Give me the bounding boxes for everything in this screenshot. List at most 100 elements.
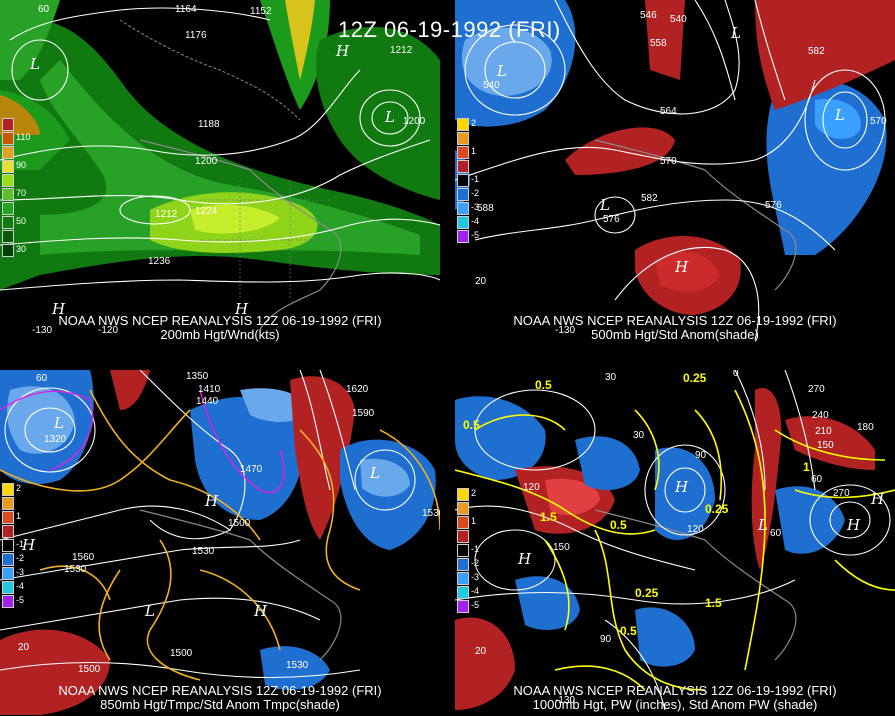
contour-label: 30: [633, 430, 645, 441]
panel-subtitle: 500mb Hgt/Std Anom(shade): [591, 327, 759, 342]
map-1000mb: [455, 370, 895, 715]
anomaly-legend: 2 1 -1 -2 -3 -4 -5: [2, 483, 32, 609]
contour-label: 150: [817, 440, 834, 451]
low-center-label: L: [385, 108, 395, 126]
low-center-label: L: [600, 196, 610, 214]
contour-label: 1410: [198, 384, 221, 395]
contour-label: 1620: [346, 384, 369, 395]
axis-label: 60: [38, 4, 50, 15]
contour-label: 180: [857, 422, 874, 433]
contour-label: 270: [808, 384, 825, 395]
contour-label: 60: [770, 528, 782, 539]
low-center-label: L: [30, 55, 40, 73]
high-center-label: H: [518, 550, 532, 568]
contour-label: 1500: [170, 648, 193, 659]
high-center-label: H: [847, 516, 861, 534]
contour-label: 1530: [286, 660, 309, 671]
contour-label: 120: [687, 524, 704, 535]
panel-caption: NOAA NWS NCEP REANALYSIS 12Z 06-19-1992 …: [513, 683, 837, 698]
high-center-label: H: [675, 478, 689, 496]
high-center-label: H: [22, 536, 36, 554]
map-200mb: [0, 0, 440, 345]
map-850mb: [0, 370, 440, 715]
contour-label: 1212: [390, 45, 413, 56]
contour-label: 1350: [186, 371, 209, 382]
contour-label: 570: [870, 116, 887, 127]
low-center-label: L: [835, 106, 845, 124]
axis-label: -130: [555, 695, 576, 706]
contour-label: 540: [483, 80, 500, 91]
low-center-label: L: [370, 464, 380, 482]
high-center-label: H: [336, 42, 350, 60]
contour-label: 1200: [195, 156, 218, 167]
contour-label: 1560: [72, 552, 95, 563]
panel-subtitle: 200mb Hgt/Wnd(kts): [160, 327, 280, 342]
contour-label: 1440: [196, 396, 219, 407]
low-center-label: L: [758, 516, 768, 534]
contour-label: 1200: [403, 116, 426, 127]
contour-label: 570: [660, 156, 677, 167]
low-center-label: L: [731, 24, 741, 42]
panel-1000mb: 30 0 270 240 210 180 150 120 90 60 30 15…: [455, 370, 895, 715]
axis-label: -130: [32, 325, 53, 336]
high-center-label: H: [52, 300, 66, 318]
pw-label: 0.5: [620, 624, 637, 638]
panel-850mb: 60 1350 1410 1440 1320 1470 1500 1530 15…: [0, 370, 440, 715]
pw-label: 0.5: [610, 518, 627, 532]
contour-label: 546: [640, 10, 657, 21]
contour-label: 90: [695, 450, 707, 461]
panel-200mb: 60 1164 1152 1176 1188 1200 1212 1224 12…: [0, 0, 440, 345]
pw-label: 1.5: [705, 596, 722, 610]
high-center-label: H: [235, 300, 249, 318]
contour-label: 240: [812, 410, 829, 421]
contour-label: 210: [815, 426, 832, 437]
anomaly-legend: 2 1 -1 -2 -3 -4 -5: [457, 118, 487, 244]
contour-label: 1236: [148, 256, 171, 267]
high-center-label: H: [675, 258, 689, 276]
contour-label: 150: [553, 542, 570, 553]
contour-label: 30: [605, 372, 617, 383]
contour-label: 1590: [352, 408, 375, 419]
contour-label: 1224: [195, 206, 218, 217]
low-center-label: L: [497, 62, 507, 80]
panel-caption: NOAA NWS NCEP REANALYSIS 12Z 06-19-1992 …: [58, 683, 382, 698]
contour-label: 1164: [175, 4, 197, 15]
contour-label: 558: [650, 38, 667, 49]
panel-subtitle: 850mb Hgt/Tmpc/Std Anom Tmpc(shade): [100, 697, 340, 712]
contour-label: 588: [477, 203, 494, 214]
axis-label: 20: [475, 276, 487, 287]
high-center-label: H: [254, 602, 268, 620]
contour-label: 1152: [250, 6, 272, 17]
contour-label: 1176: [185, 30, 207, 41]
panel-subtitle: 1000mb Hgt, PW (inches), Std Anom PW (sh…: [532, 697, 818, 712]
panel-500mb: 546 540 558 564 570 582 576 588 582 540 …: [455, 0, 895, 345]
contour-label: 540: [670, 14, 687, 25]
high-center-label: H: [205, 492, 219, 510]
contour-label: 1320: [44, 434, 67, 445]
map-500mb: [455, 0, 895, 345]
pw-label: 0.5: [463, 418, 480, 432]
contour-label: 60: [811, 474, 823, 485]
pw-label: 1.5: [540, 510, 557, 524]
axis-label: 60: [36, 373, 48, 384]
contour-label: 1530: [192, 546, 215, 557]
pw-label: 1: [803, 460, 810, 474]
axis-label: 20: [18, 642, 30, 653]
contour-label: 1500: [78, 664, 101, 675]
contour-label: 576: [765, 200, 782, 211]
low-center-label: L: [145, 602, 155, 620]
contour-label: 270: [833, 488, 850, 499]
contour-label: 120: [523, 482, 540, 493]
contour-label: 582: [641, 193, 658, 204]
contour-label: 1500: [228, 518, 251, 529]
main-title: 12Z 06-19-1992 (FRI): [338, 17, 561, 42]
low-center-label: L: [54, 414, 64, 432]
contour-label: 582: [808, 46, 825, 57]
contour-label: 0: [733, 370, 739, 379]
axis-label: 20: [475, 646, 487, 657]
axis-label: -130: [555, 325, 576, 336]
panel-caption: NOAA NWS NCEP REANALYSIS 12Z 06-19-1992 …: [513, 313, 837, 328]
contour-label: 90: [600, 634, 612, 645]
panel-caption: NOAA NWS NCEP REANALYSIS 12Z 06-19-1992 …: [58, 313, 382, 328]
pw-label: 0.25: [683, 371, 707, 385]
